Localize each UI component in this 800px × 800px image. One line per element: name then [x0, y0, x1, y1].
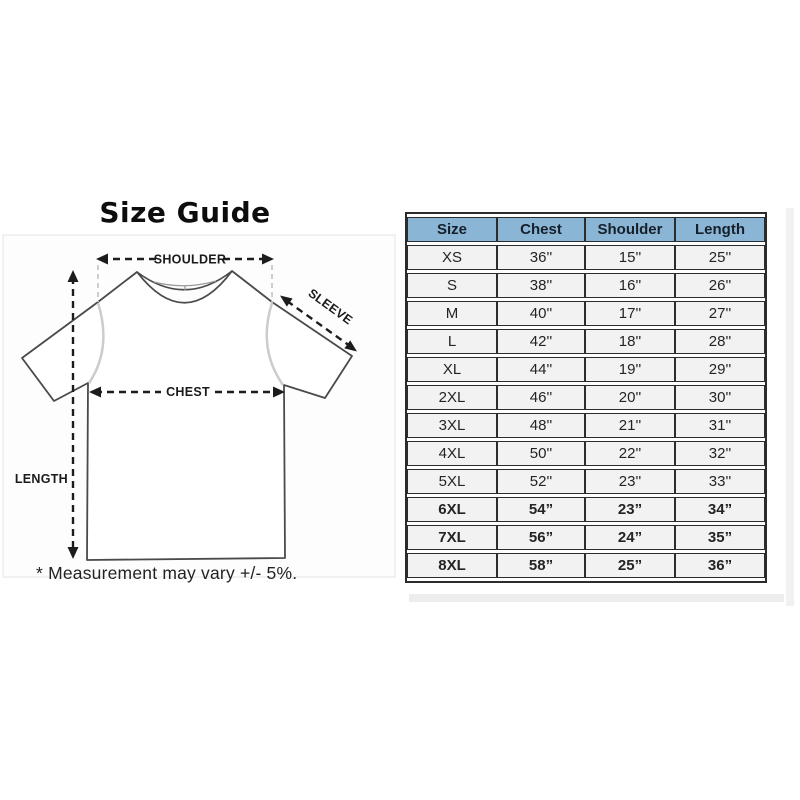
table-header-row: Size Chest Shoulder Length [407, 217, 765, 242]
cell-chest: 52'' [497, 469, 585, 494]
cell-size: XS [407, 245, 497, 270]
cell-chest: 36'' [497, 245, 585, 270]
arrowhead-icon [67, 270, 79, 282]
cell-chest: 54” [497, 497, 585, 522]
cell-size: 2XL [407, 385, 497, 410]
cell-shoulder: 17'' [585, 301, 675, 326]
cell-chest: 40'' [497, 301, 585, 326]
page-title: Size Guide [99, 196, 271, 229]
cell-size: M [407, 301, 497, 326]
cell-length: 28'' [675, 329, 765, 354]
cell-shoulder: 21'' [585, 413, 675, 438]
table-row: S 38'' 16'' 26'' [407, 273, 765, 298]
cell-size: 7XL [407, 525, 497, 550]
arrowhead-icon [67, 547, 79, 559]
cell-length: 25'' [675, 245, 765, 270]
size-table: Size Chest Shoulder Length XS 36'' 15'' 25'… [405, 212, 767, 583]
table-row: 5XL 52'' 23'' 33'' [407, 469, 765, 494]
cell-chest: 42'' [497, 329, 585, 354]
arrowhead-icon [96, 253, 108, 265]
cell-length: 34” [675, 497, 765, 522]
arrowhead-icon [262, 253, 274, 265]
chest-label: CHEST [166, 385, 210, 399]
table-row: 8XL 58” 25” 36” [407, 553, 765, 578]
table-row: 3XL 48'' 21'' 31'' [407, 413, 765, 438]
cell-length: 32'' [675, 441, 765, 466]
cell-size: 8XL [407, 553, 497, 578]
size-table-body: XS 36'' 15'' 25'' S 38'' 16'' 26'' M 40'' 17'' 27''… [407, 245, 765, 578]
cell-size: 6XL [407, 497, 497, 522]
arrowhead-icon [273, 386, 285, 398]
scan-edge-right [786, 208, 794, 606]
cell-shoulder: 15'' [585, 245, 675, 270]
cell-length: 26'' [675, 273, 765, 298]
cell-chest: 44'' [497, 357, 585, 382]
shoulder-arrow: SHOULDER [96, 253, 274, 304]
table-row: XS 36'' 15'' 25'' [407, 245, 765, 270]
tshirt-outline [21, 270, 353, 561]
cell-shoulder: 24” [585, 525, 675, 550]
cell-shoulder: 19'' [585, 357, 675, 382]
arrowhead-icon [344, 340, 357, 352]
column-header-chest: Chest [497, 217, 585, 242]
cell-chest: 48'' [497, 413, 585, 438]
table-row: 4XL 50'' 22'' 32'' [407, 441, 765, 466]
arrowhead-icon [89, 386, 101, 398]
cell-shoulder: 23'' [585, 469, 675, 494]
cell-shoulder: 20'' [585, 385, 675, 410]
cell-length: 33'' [675, 469, 765, 494]
table-row: M 40'' 17'' 27'' [407, 301, 765, 326]
tshirt-measurement-diagram: SHOULDER LENGTH CHEST SLEEVE [15, 253, 357, 561]
table-row: L 42'' 18'' 28'' [407, 329, 765, 354]
table-row: XL 44'' 19'' 29'' [407, 357, 765, 382]
cell-chest: 38'' [497, 273, 585, 298]
cell-size: 3XL [407, 413, 497, 438]
column-header-shoulder: Shoulder [585, 217, 675, 242]
cell-shoulder: 22'' [585, 441, 675, 466]
cell-chest: 50'' [497, 441, 585, 466]
shoulder-label: SHOULDER [154, 253, 227, 267]
scan-edge-bottom [409, 594, 784, 602]
column-header-length: Length [675, 217, 765, 242]
chest-arrow: CHEST [89, 385, 285, 399]
cell-shoulder: 16'' [585, 273, 675, 298]
armhole-right [265, 302, 285, 386]
table-row: 2XL 46'' 20'' 30'' [407, 385, 765, 410]
column-header-size: Size [407, 217, 497, 242]
cell-size: XL [407, 357, 497, 382]
cell-length: 29'' [675, 357, 765, 382]
cell-size: L [407, 329, 497, 354]
cell-chest: 46'' [497, 385, 585, 410]
cell-shoulder: 25” [585, 553, 675, 578]
cell-chest: 56” [497, 525, 585, 550]
cell-length: 35” [675, 525, 765, 550]
cell-size: 5XL [407, 469, 497, 494]
cell-length: 31'' [675, 413, 765, 438]
sleeve-label: SLEEVE [306, 286, 356, 327]
cell-length: 27'' [675, 301, 765, 326]
arrowhead-icon [280, 295, 293, 307]
cell-length: 30'' [675, 385, 765, 410]
table-row: 7XL 56” 24” 35” [407, 525, 765, 550]
cell-size: 4XL [407, 441, 497, 466]
cell-size: S [407, 273, 497, 298]
length-arrow: LENGTH [15, 270, 79, 559]
table-row: 6XL 54” 23” 34” [407, 497, 765, 522]
cell-length: 36” [675, 553, 765, 578]
armhole-left [87, 302, 105, 384]
cell-chest: 58” [497, 553, 585, 578]
measurement-note: * Measurement may vary +/- 5%. [36, 563, 298, 583]
length-label: LENGTH [15, 472, 68, 486]
cell-shoulder: 18'' [585, 329, 675, 354]
cell-shoulder: 23” [585, 497, 675, 522]
